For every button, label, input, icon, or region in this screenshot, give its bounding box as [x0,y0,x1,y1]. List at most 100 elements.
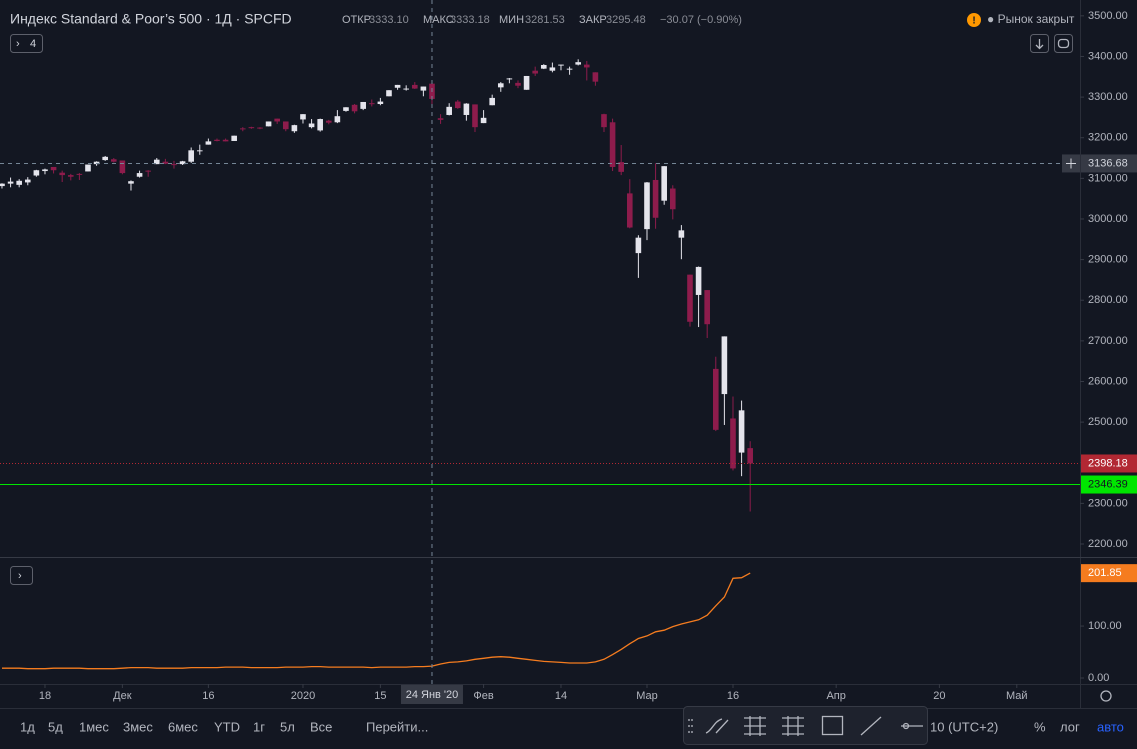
crosshair-x-label: 24 Янв '20 [406,689,459,701]
candle-body [446,106,452,115]
percent-button[interactable]: % [1034,719,1046,734]
range-button[interactable]: 1мес [79,719,109,734]
candle-body [480,117,487,124]
candle-body [420,86,427,91]
candle-body [669,188,676,210]
candle-body [403,88,409,90]
candle-body [282,121,289,130]
candle-body [343,107,349,111]
candle-body [575,62,581,65]
trendline-tool[interactable] [860,716,882,736]
pattern-tool[interactable] [782,716,804,736]
range-button[interactable]: 1г [253,719,265,734]
y-tick-label: 3400.00 [1088,50,1128,62]
brush-tool[interactable] [705,718,729,734]
price-line-box [1081,475,1137,494]
candle-body [454,101,461,109]
candle-body [231,135,237,141]
candle-body [50,166,57,171]
x-tick-label: 14 [555,690,567,702]
market-status: ● Рынок закрыт [987,12,1075,26]
candle-body [248,127,255,129]
ui: Индекс Standard & Poor’s 500 · 1Д · SPCF… [10,11,1112,702]
candle-body [153,159,160,165]
candle-body [661,166,667,201]
log-button[interactable]: лог [1060,719,1080,734]
y-tick-label: 3200.00 [1088,132,1128,144]
rectangle-tool[interactable] [821,715,844,736]
x-tick-label: 18 [39,690,51,702]
scroll-button[interactable] [1030,34,1049,53]
candle-body [24,179,31,183]
y-tick-label: 3000.00 [1088,213,1128,225]
candle-body [523,75,530,90]
x-tick-label: Май [1006,690,1028,702]
settings-icon[interactable] [1100,690,1112,702]
fib-tool[interactable] [744,716,766,736]
candle-body [16,180,22,185]
warning-mark: ! [972,16,975,27]
expand-button[interactable] [10,566,33,585]
drag-handle[interactable] [688,719,693,733]
price-line-label: 2346.39 [1088,478,1128,490]
x-tick-label: Дек [113,690,132,702]
candle-body [558,64,564,66]
candle-body [291,125,298,132]
indicator-value-box [1081,564,1137,583]
range-button[interactable]: YTD [214,719,240,734]
candle-body [687,274,693,322]
candle-body [179,161,186,165]
candle-body [171,164,177,166]
candle-body [42,169,48,172]
range-button[interactable]: 6мес [168,719,198,734]
range-button[interactable]: 3мес [123,719,153,734]
collapse-button[interactable] [10,34,43,53]
candle-body [695,266,702,295]
chevron: › [18,570,22,582]
candle-body [712,368,719,430]
ohlc-label: МАКС [423,14,454,26]
candle-body [652,179,659,218]
y-tick-label: 3100.00 [1088,172,1128,184]
auto-button[interactable]: авто [1097,719,1124,734]
drawing-toolbar [683,706,928,745]
warning-icon[interactable] [967,13,981,27]
indicator-count: 4 [30,38,36,50]
y-tick-label: 100.00 [1088,620,1122,632]
range-button[interactable]: 1д [20,719,35,734]
x-tick-label: Фев [473,690,493,702]
candle-body [0,183,5,187]
range-button[interactable]: 5д [48,719,63,734]
range-button[interactable]: Все [310,719,332,734]
candle-body [257,127,263,129]
candle-body [239,128,246,130]
range-button[interactable]: 5л [280,719,295,734]
candle-body [411,84,418,89]
candle-body [128,181,134,184]
x-tick-label: Мар [636,690,658,702]
candle-body [386,90,392,97]
candle-body [351,104,358,112]
y-tick-label: 2300.00 [1088,497,1128,509]
x-tick-label: 2020 [291,690,315,702]
candle-body [540,65,547,69]
crosshair-y-label: 3136.68 [1088,157,1128,169]
candle-body [506,78,513,80]
reset-button[interactable] [1054,34,1073,53]
y-tick-label: 2200.00 [1088,538,1128,550]
candle-body [205,141,212,145]
candle-body [300,114,306,120]
ohlc-value: 3333.18 [450,14,490,26]
ohlc-value: 3281.53 [525,14,565,26]
candle-body [678,230,685,238]
timezone[interactable]: 10 (UTC+2) [930,719,998,734]
candle-body [721,336,728,395]
y-tick-label: 2800.00 [1088,294,1128,306]
goto-button[interactable]: Перейти... [366,719,428,734]
candle-body [67,175,74,177]
candle-body [33,170,40,176]
candle-body [583,64,590,68]
candle-body [102,156,108,161]
